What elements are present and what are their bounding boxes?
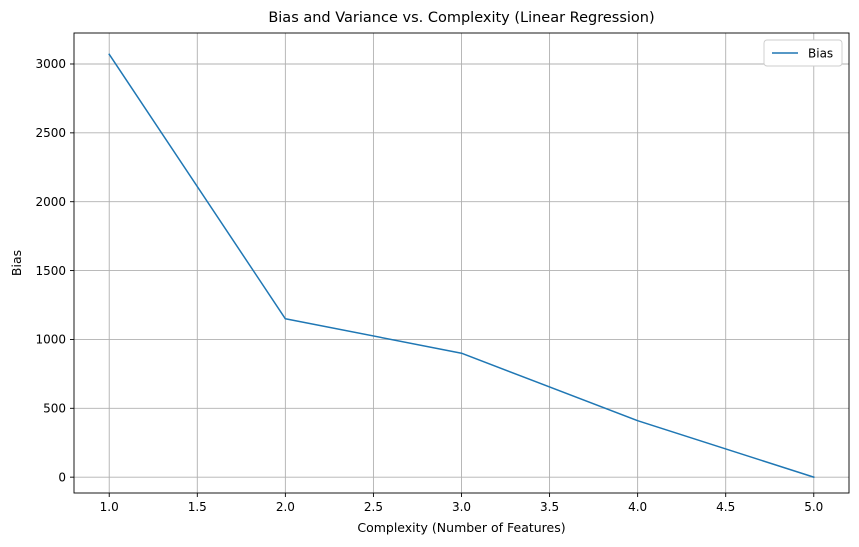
grid-lines bbox=[74, 33, 849, 493]
x-tick-label: 4.5 bbox=[716, 500, 735, 514]
x-tick-label: 3.5 bbox=[540, 500, 559, 514]
x-tick-label: 2.0 bbox=[276, 500, 295, 514]
x-tick-label: 2.5 bbox=[364, 500, 383, 514]
y-tick-label: 2500 bbox=[35, 126, 66, 140]
legend-label-bias: Bias bbox=[808, 47, 833, 61]
x-axis-label: Complexity (Number of Features) bbox=[357, 520, 565, 535]
y-tick-label: 500 bbox=[43, 401, 66, 415]
x-tick-label: 5.0 bbox=[804, 500, 823, 514]
y-tick-label: 3000 bbox=[35, 57, 66, 71]
x-tick-label: 3.0 bbox=[452, 500, 471, 514]
x-tick-label: 1.5 bbox=[188, 500, 207, 514]
y-axis-label: Bias bbox=[9, 250, 24, 276]
axis-ticks: 1.0 1.5 2.0 2.5 3.0 3.5 4.0 4.5 5.0 0 500 1000 1500 2… bbox=[35, 57, 823, 514]
y-tick-label: 0 bbox=[58, 470, 66, 484]
series-line-bias bbox=[108, 53, 815, 479]
y-tick-label: 2000 bbox=[35, 195, 66, 209]
y-tick-label: 1500 bbox=[35, 264, 66, 278]
y-tick-label: 1000 bbox=[35, 333, 66, 347]
x-tick-label: 1.0 bbox=[100, 500, 119, 514]
legend: Bias bbox=[763, 39, 843, 67]
legend-box bbox=[763, 39, 843, 67]
x-tick-label: 4.0 bbox=[628, 500, 647, 514]
series-layer bbox=[108, 53, 815, 479]
chart-title: Bias and Variance vs. Complexity (Linear… bbox=[268, 10, 654, 26]
